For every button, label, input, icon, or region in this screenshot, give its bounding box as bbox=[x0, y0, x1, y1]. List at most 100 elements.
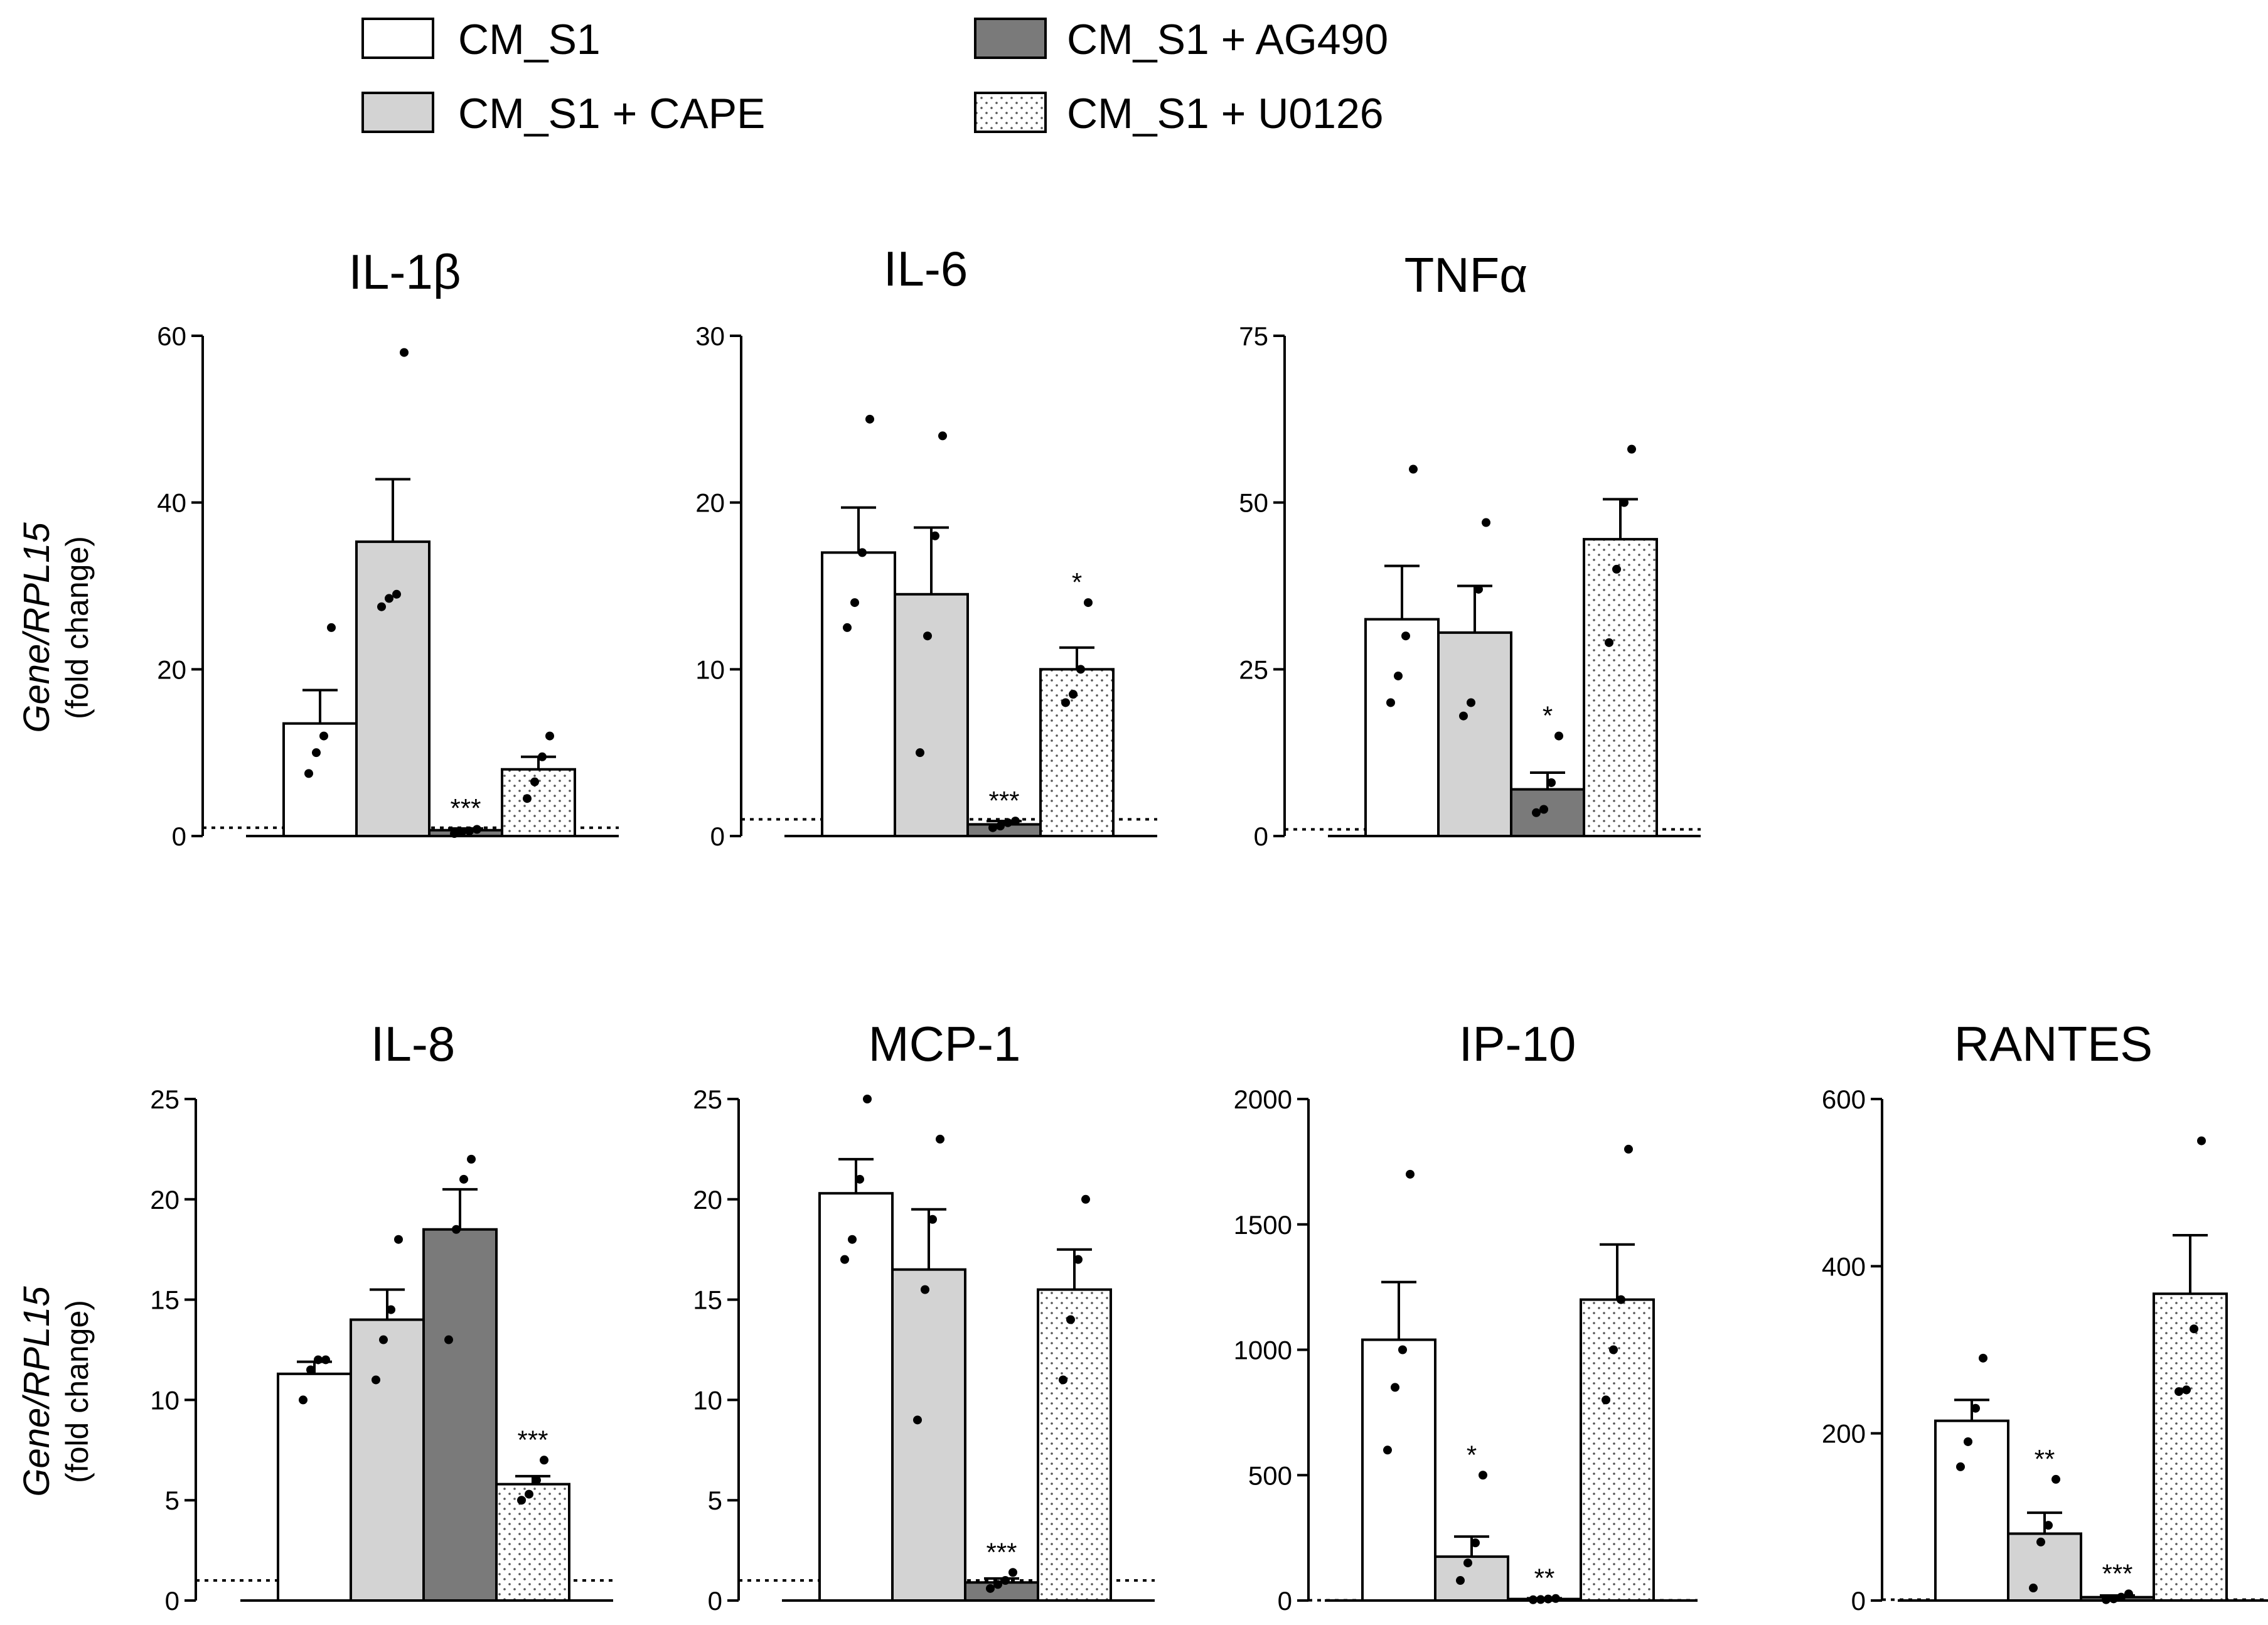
y-tick-label: 0 bbox=[1278, 1586, 1292, 1616]
data-point bbox=[921, 1285, 929, 1294]
data-point bbox=[306, 1365, 315, 1375]
data-point bbox=[457, 827, 466, 837]
chart-title: MCP-1 bbox=[869, 1016, 1021, 1071]
data-point bbox=[377, 602, 386, 611]
data-point bbox=[2051, 1474, 2060, 1484]
data-point bbox=[986, 1584, 995, 1593]
data-point bbox=[1401, 631, 1410, 641]
y-tick-label: 20 bbox=[693, 1185, 722, 1215]
y-tick-label: 25 bbox=[150, 1085, 179, 1114]
data-point bbox=[1474, 584, 1483, 594]
bar bbox=[1510, 788, 1585, 837]
significance-label: *** bbox=[450, 793, 481, 823]
data-point bbox=[1398, 1345, 1407, 1354]
bar bbox=[355, 540, 431, 837]
chart-title: IP-10 bbox=[1459, 1016, 1576, 1071]
bar bbox=[1364, 618, 1440, 838]
data-point bbox=[1627, 444, 1636, 454]
data-point bbox=[1532, 808, 1541, 817]
data-point bbox=[312, 748, 321, 758]
data-point bbox=[1406, 1169, 1415, 1179]
data-point bbox=[1620, 498, 1629, 507]
y-tick-label: 60 bbox=[157, 321, 186, 351]
chart-panel-il-8: IL-8 *** 0 5 10 15 20 25 bbox=[150, 1016, 613, 1616]
chart-title: TNFα bbox=[1404, 247, 1528, 303]
y-tick-label: 10 bbox=[695, 655, 725, 684]
data-point bbox=[1544, 1594, 1553, 1604]
data-point bbox=[913, 1415, 922, 1425]
legend-item-cm-s1-u0126: CM_S1 + U0126 bbox=[974, 90, 1384, 137]
data-point bbox=[530, 777, 539, 786]
legend-item-cm-s1-ag490: CM_S1 + AG490 bbox=[974, 16, 1388, 63]
data-point bbox=[392, 589, 401, 599]
legend-label: CM_S1 + CAPE bbox=[458, 90, 765, 137]
bar bbox=[1583, 538, 1658, 837]
data-point bbox=[1617, 1295, 1625, 1304]
data-point bbox=[2124, 1589, 2133, 1599]
data-point bbox=[840, 1255, 849, 1264]
y-tick-label: 0 bbox=[172, 822, 186, 851]
data-point bbox=[1069, 690, 1078, 699]
data-point bbox=[1547, 778, 1556, 787]
y-tick-label: 0 bbox=[708, 1586, 722, 1616]
data-point bbox=[1459, 711, 1468, 721]
y-tick-label: 20 bbox=[150, 1185, 179, 1215]
data-point bbox=[525, 1489, 533, 1499]
significance-label: *** bbox=[986, 1537, 1017, 1567]
data-point bbox=[923, 631, 932, 641]
data-point bbox=[2190, 1324, 2198, 1334]
data-point bbox=[1467, 698, 1475, 707]
y-tick-label: 15 bbox=[150, 1285, 179, 1315]
bar bbox=[1934, 1419, 2009, 1602]
data-point bbox=[473, 825, 481, 834]
data-point bbox=[1391, 1383, 1399, 1392]
data-point bbox=[394, 1235, 403, 1244]
y-tick-label: 25 bbox=[1239, 655, 1268, 684]
data-point bbox=[545, 731, 554, 741]
data-point bbox=[2036, 1537, 2045, 1547]
y-axis-label-row1: Gene/RPL15 (fold change) bbox=[16, 522, 95, 733]
chart-title: IL-6 bbox=[884, 241, 968, 296]
data-point bbox=[1463, 1558, 1472, 1568]
significance-label: * bbox=[1543, 701, 1553, 731]
data-point bbox=[467, 1154, 476, 1164]
y-axis-label-row2: Gene/RPL15 (fold change) bbox=[16, 1286, 95, 1497]
data-point bbox=[1066, 1315, 1075, 1324]
data-point bbox=[1383, 1445, 1392, 1455]
legend-swatch-white bbox=[361, 18, 434, 59]
data-point bbox=[2197, 1136, 2206, 1145]
data-point bbox=[865, 414, 874, 424]
data-point bbox=[540, 1456, 548, 1465]
bar bbox=[1037, 1288, 1112, 1602]
data-point bbox=[858, 548, 867, 557]
data-point bbox=[1409, 464, 1418, 474]
data-point bbox=[1386, 698, 1395, 707]
data-point bbox=[848, 1235, 857, 1244]
bar bbox=[350, 1318, 425, 1602]
data-point bbox=[1076, 665, 1085, 674]
y-tick-label: 20 bbox=[695, 488, 725, 518]
y-axis-label-unit: (fold change) bbox=[60, 536, 95, 719]
bar bbox=[1361, 1338, 1436, 1602]
data-point bbox=[1084, 598, 1093, 608]
data-point bbox=[850, 598, 859, 608]
y-tick-label: 600 bbox=[1822, 1085, 1866, 1114]
data-point bbox=[1979, 1353, 1987, 1363]
y-tick-label: 1000 bbox=[1234, 1336, 1292, 1365]
data-point bbox=[1482, 518, 1490, 527]
y-axis-label-unit: (fold change) bbox=[60, 1300, 95, 1483]
chart-panel-mcp-1: MCP-1 *** 0 5 10 15 20 25 bbox=[693, 1016, 1155, 1616]
bar bbox=[818, 1192, 894, 1602]
data-point bbox=[299, 1395, 308, 1405]
legend-item-cm-s1: CM_S1 bbox=[361, 16, 601, 63]
legend-label: CM_S1 bbox=[458, 16, 601, 63]
data-point bbox=[379, 1335, 388, 1344]
bar bbox=[277, 1372, 352, 1602]
significance-label: *** bbox=[2102, 1558, 2132, 1588]
bar bbox=[2153, 1292, 2228, 1602]
chart-title: RANTES bbox=[1954, 1016, 2153, 1071]
y-tick-label: 50 bbox=[1239, 488, 1268, 518]
chart-title: IL-1β bbox=[348, 244, 461, 299]
